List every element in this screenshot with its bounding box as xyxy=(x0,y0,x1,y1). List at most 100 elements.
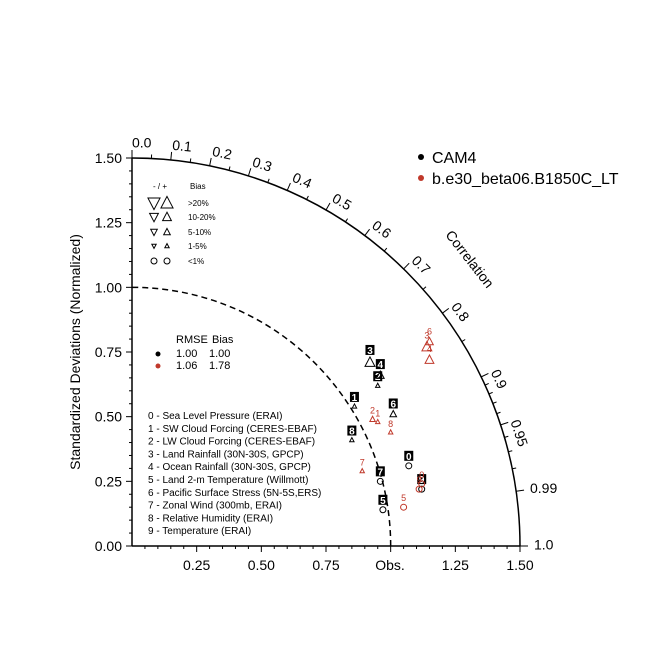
data-label: 0 xyxy=(419,470,424,480)
bias-sign-header: - / + xyxy=(153,182,167,191)
data-marker xyxy=(400,503,408,511)
data-label: 5 xyxy=(380,496,386,507)
corr-tick-label: 1.0 xyxy=(534,537,554,553)
corr-minor-tick xyxy=(508,450,513,453)
axis-labels: 0.000.250.500.751.001.251.500.25 0.50 0.75… xyxy=(95,135,558,573)
y-tick-label: 1.50 xyxy=(95,150,122,166)
corr-minor-tick xyxy=(306,195,309,200)
x-tick-label: 0.50 xyxy=(248,557,275,573)
data-marker xyxy=(374,418,381,425)
corr-tick-label: 0.95 xyxy=(508,418,532,449)
data-label: 4 xyxy=(378,360,384,371)
variable-legend-item: 8 - Relative Humidity (ERAI) xyxy=(148,513,273,524)
corr-tick-label: 0.3 xyxy=(251,154,275,175)
bias-legend-label: <1% xyxy=(188,257,204,266)
corr-tick-label: 0.6 xyxy=(369,217,394,242)
corr-tick xyxy=(516,489,525,492)
variable-legend-item: 0 - Sea Level Pressure (ERAI) xyxy=(148,411,283,422)
rmse-value: 1.00 xyxy=(176,348,197,360)
rmse-bias-header: Bias xyxy=(212,334,234,346)
bias-header: Bias xyxy=(190,182,206,191)
data-label: 0 xyxy=(406,452,412,463)
data-marker xyxy=(405,462,413,470)
case-name: CAM4 xyxy=(432,150,477,167)
label-box xyxy=(375,359,385,370)
case-dot xyxy=(418,154,424,160)
corr-tick-label: 0.1 xyxy=(172,137,193,155)
data-marker xyxy=(379,506,387,514)
label-box xyxy=(347,425,357,436)
variable-legend-item: 3 - Land Rainfall (30N-30S, GPCP) xyxy=(148,449,304,460)
variable-legend-item: 5 - Land 2-m Temperature (Willmott) xyxy=(148,475,308,486)
obs-label: Obs. xyxy=(375,557,405,573)
corr-tick-label: 0.5 xyxy=(330,190,355,214)
data-marker xyxy=(387,428,394,435)
variable-legend-item: 1 - SW Cloud Forcing (CERES-EBAF) xyxy=(148,424,317,435)
bias-legend-marker xyxy=(147,197,161,211)
corr-tick xyxy=(286,182,291,191)
data-label: 2 xyxy=(375,372,381,383)
rmse-header: RMSE xyxy=(176,334,208,346)
case-name: b.e30_beta06.B1850C_LT xyxy=(432,171,619,188)
data-label: 2 xyxy=(370,405,375,415)
variable-legend-item: 2 - LW Cloud Forcing (CERES-EBAF) xyxy=(148,437,315,448)
x-tick-label: 0.25 xyxy=(183,557,210,573)
corr-tick xyxy=(325,202,331,211)
rmse-legend-dot xyxy=(155,363,161,369)
corr-tick xyxy=(209,157,212,166)
y-tick-label: 1.00 xyxy=(95,279,122,295)
x-tick-label: 1.50 xyxy=(506,557,533,573)
bias-legend-label: 1-5% xyxy=(188,242,207,251)
variable-legend-item: 7 - Zonal Wind (300mb, ERAI) xyxy=(148,501,282,512)
corr-tick xyxy=(403,262,410,270)
data-label: 8 xyxy=(388,419,393,429)
bias-value: 1.78 xyxy=(209,360,230,372)
x-tick-label: 0.75 xyxy=(312,557,339,573)
correlation-title: Correlation xyxy=(443,227,498,291)
outer-arc xyxy=(131,157,521,547)
rmse-value: 1.06 xyxy=(176,360,197,372)
corr-tick-label: 0.8 xyxy=(448,299,473,324)
data-marker xyxy=(374,382,381,388)
reference-arc xyxy=(131,286,392,547)
corr-tick-label: 0.4 xyxy=(290,169,314,192)
data-marker xyxy=(424,336,435,346)
corr-tick xyxy=(442,307,450,314)
corr-tick-label: 0.7 xyxy=(409,252,434,277)
bias-value: 1.00 xyxy=(209,348,230,360)
corr-tick-label: 0.2 xyxy=(211,143,233,163)
data-label: 1 xyxy=(375,408,380,418)
bias-legend-marker xyxy=(162,227,172,236)
bias-legend-marker xyxy=(150,257,158,265)
variable-legend-item: 9 - Temperature (ERAI) xyxy=(148,526,251,537)
data-label: 1 xyxy=(352,393,358,404)
bias-legend-marker xyxy=(160,195,174,209)
corr-tick-label: 0.9 xyxy=(488,367,511,392)
data-label: 3 xyxy=(367,346,373,357)
corr-tick xyxy=(247,168,252,177)
case-dot xyxy=(418,175,424,181)
label-box xyxy=(417,474,427,485)
data-marker xyxy=(368,415,377,423)
corr-minor-tick xyxy=(422,286,427,290)
corr-minor-tick xyxy=(461,339,466,343)
label-box xyxy=(349,391,359,402)
bias-legend-marker xyxy=(149,228,159,237)
x-tick-label: 1.25 xyxy=(442,557,469,573)
data-marker xyxy=(364,355,376,367)
axis-ticks xyxy=(126,150,528,552)
y-tick-label: 0.25 xyxy=(95,473,122,489)
bias-legend-marker xyxy=(163,257,171,265)
data-marker xyxy=(348,436,355,443)
label-box xyxy=(375,466,385,477)
y-tick-label: 0.75 xyxy=(95,344,122,360)
variable-legend-item: 6 - Pacific Surface Stress (5N-5S,ERS) xyxy=(148,488,321,499)
corr-tick xyxy=(170,151,173,160)
data-label: 9 xyxy=(417,475,422,485)
data-marker xyxy=(421,340,433,352)
label-box xyxy=(378,494,388,505)
bias-legend-marker xyxy=(148,212,160,223)
